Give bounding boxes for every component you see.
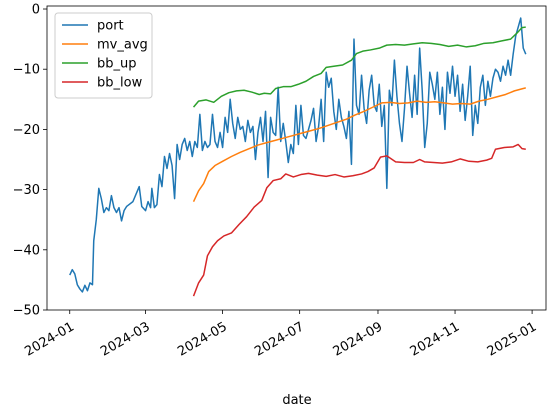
y-tick-label: −40	[13, 243, 40, 258]
y-tick-label: −10	[13, 63, 40, 78]
y-axis: −50 −40 −30 −20 −10 0	[13, 3, 47, 319]
y-tick-label: −30	[13, 183, 40, 198]
x-tick-label: 2025-01	[485, 319, 540, 359]
series-line-bb-low	[192, 143, 526, 297]
x-tick-label: 2024-07	[252, 319, 307, 359]
y-tick-label: 0	[32, 3, 40, 18]
x-axis: 2024-01 2024-03 2024-05 2024-07 2024-09 2024-…	[22, 310, 539, 360]
plot-lines	[69, 17, 527, 297]
x-tick-label: 2024-11	[408, 319, 463, 359]
legend: port mv_avg bb_up bb_low	[54, 12, 153, 99]
x-tick-label: 2024-05	[175, 319, 230, 359]
legend-label-bb-low: bb_low	[97, 76, 143, 91]
series-line-bb-up	[192, 26, 526, 108]
y-tick-label: −50	[13, 304, 40, 319]
x-tick-label: 2024-03	[98, 319, 153, 359]
legend-label-bb-up: bb_up	[97, 57, 137, 72]
legend-label-port: port	[97, 19, 124, 34]
legend-box	[54, 12, 153, 99]
plot-frame	[46, 5, 547, 311]
series-line-mv-avg	[192, 87, 526, 202]
y-tick-label: −20	[13, 123, 40, 138]
legend-label-mv-avg: mv_avg	[97, 38, 148, 53]
series-line-port	[69, 17, 527, 293]
x-tick-label: 2024-09	[331, 319, 386, 359]
x-axis-title: date	[282, 393, 311, 408]
x-tick-label: 2024-01	[22, 319, 77, 359]
